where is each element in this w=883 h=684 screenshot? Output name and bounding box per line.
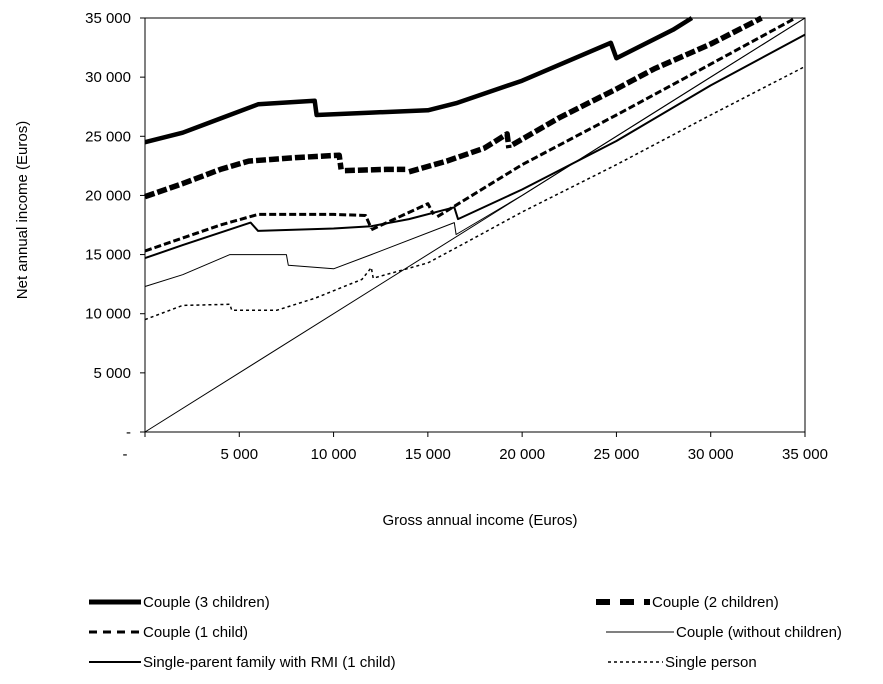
y-tick-label: 15 000: [85, 247, 131, 264]
series-line: [144, 17, 806, 433]
y-tick-label: 10 000: [85, 306, 131, 323]
series-line: [408, 131, 512, 175]
y-tick-label: 20 000: [85, 187, 131, 204]
legend-item-couple-3-children: Couple (3 children): [89, 590, 270, 614]
series-1: [144, 15, 763, 200]
series-6: [144, 17, 806, 433]
legend-swatch: [89, 599, 141, 605]
x-axis-label: Gross annual income (Euros): [382, 512, 577, 529]
series-line: [144, 33, 806, 260]
series-2: [144, 16, 797, 253]
legend-label: Couple (without children): [676, 623, 842, 641]
x-tick-label: 25 000: [593, 446, 639, 463]
x-tick-label: 30 000: [688, 446, 734, 463]
y-tick-label: 25 000: [85, 128, 131, 145]
chart: - 5 000 10 000 15 000 20 000 25 000 30 000 35 0…: [14, 10, 828, 529]
series-line: [344, 166, 406, 174]
series-line: [144, 152, 344, 200]
y-tick-label: -: [126, 424, 131, 441]
y-tick-label: 35 000: [85, 10, 131, 27]
series-line: [436, 16, 797, 218]
x-tick-label: -: [123, 446, 128, 463]
legend-item-couple-1-child: Couple (1 child): [89, 620, 248, 644]
series-line: [144, 16, 694, 145]
plot-area: [144, 17, 806, 433]
x-tick-label: 10 000: [311, 446, 357, 463]
legend-swatch: [608, 661, 663, 663]
series-line: [511, 15, 763, 147]
y-axis-label: Net annual income (Euros): [14, 121, 31, 299]
legend-swatch: [89, 661, 141, 663]
legend-label: Single person: [665, 653, 757, 671]
y-tick-label: 5 000: [93, 365, 131, 382]
legend-swatch: [89, 630, 141, 634]
y-tick-label: 30 000: [85, 69, 131, 86]
series-0: [144, 16, 694, 145]
series-line: [144, 212, 373, 253]
legend-swatch: [596, 599, 650, 605]
legend-label: Couple (1 child): [143, 623, 249, 641]
x-tick-label: 20 000: [499, 446, 545, 463]
legend-item-couple-without-children: Couple (without children): [606, 620, 842, 644]
legend-label: Couple (2 children): [652, 593, 779, 611]
legend: Couple (3 children) Couple (2 children) …: [0, 585, 883, 680]
series-4: [144, 33, 806, 260]
x-tick-label: 35 000: [782, 446, 828, 463]
legend-item-single-parent: Single-parent family with RMI (1 child): [89, 650, 396, 674]
x-tick-label: 5 000: [221, 446, 259, 463]
legend-swatch: [606, 631, 674, 633]
legend-item-single-person: Single person: [608, 650, 757, 674]
x-tick-label: 15 000: [405, 446, 451, 463]
legend-label: Single-parent family with RMI (1 child): [143, 653, 396, 671]
legend-label: Couple (3 children): [143, 593, 270, 611]
series-line: [370, 202, 435, 232]
legend-item-couple-2-children: Couple (2 children): [596, 590, 779, 614]
